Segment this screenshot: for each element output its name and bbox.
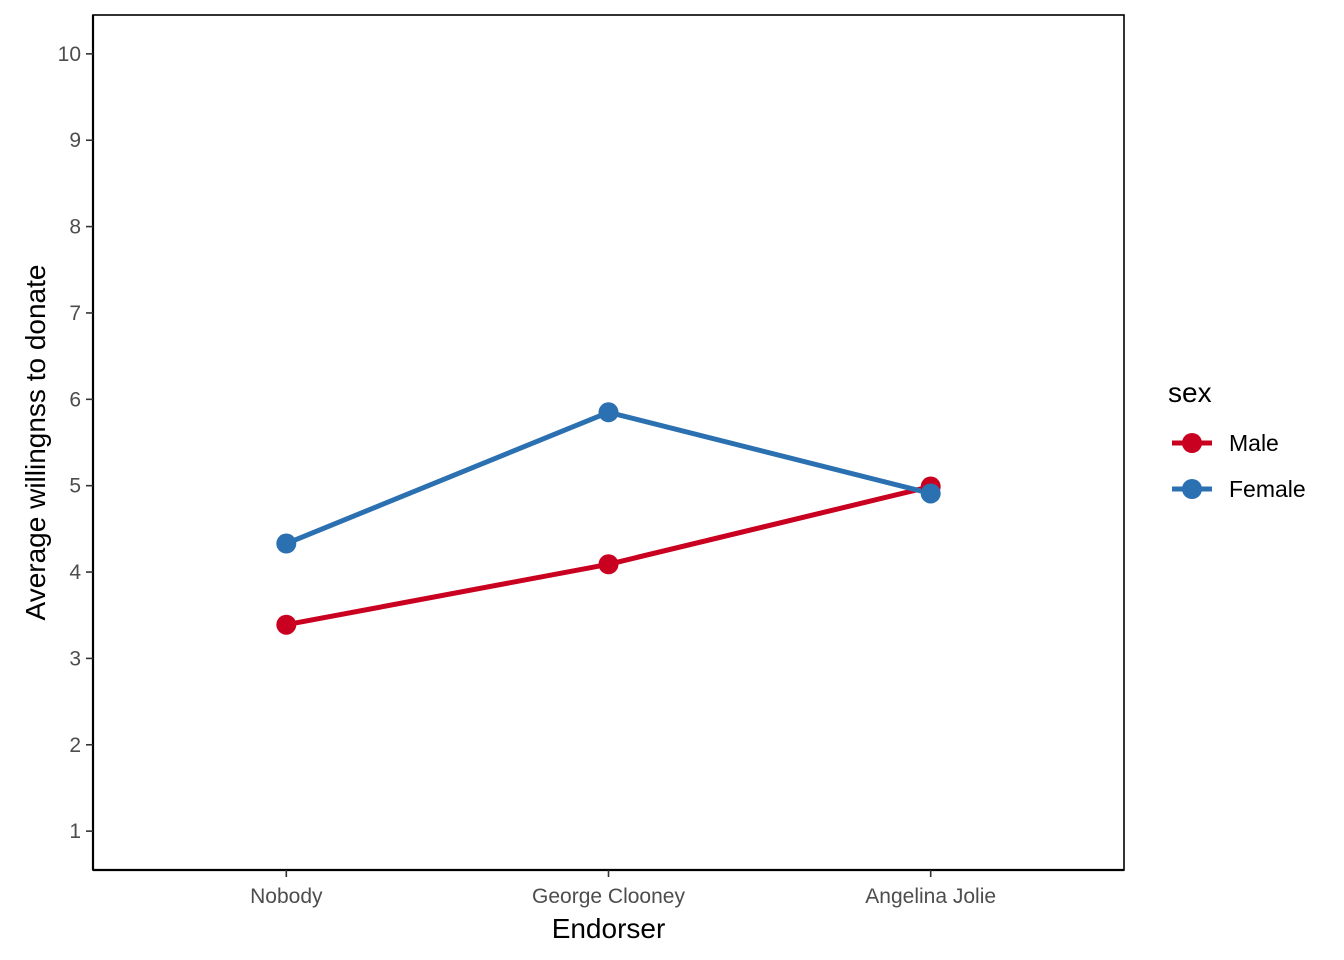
legend-title: sex xyxy=(1168,377,1212,408)
x-tick-label: George Clooney xyxy=(532,885,685,908)
data-point-female xyxy=(920,483,941,504)
x-axis: Nobody George Clooney Angelina Jolie xyxy=(93,868,1124,908)
y-tick-label: 4 xyxy=(69,561,81,584)
y-axis-title: Average willingnss to donate xyxy=(20,265,51,621)
x-tick-label: Angelina Jolie xyxy=(865,885,996,908)
y-axis: 1 2 3 4 5 6 7 8 9 10 xyxy=(58,15,95,870)
x-axis-title: Endorser xyxy=(552,913,666,944)
legend-label: Female xyxy=(1229,476,1306,502)
data-point-female xyxy=(276,533,297,554)
legend-item-male: Male xyxy=(1172,430,1279,456)
legend-key-point xyxy=(1182,433,1202,453)
data-point-male xyxy=(598,554,619,575)
y-tick-label: 5 xyxy=(69,475,81,498)
y-tick-label: 9 xyxy=(69,129,81,152)
data-point-male xyxy=(276,614,297,635)
plot-area xyxy=(92,14,1125,871)
legend-items: Male Female xyxy=(1172,430,1306,502)
legend-key-point xyxy=(1182,479,1202,499)
y-tick-label: 7 xyxy=(69,302,81,325)
legend-label: Male xyxy=(1229,430,1279,456)
plot-panel xyxy=(92,14,1125,871)
y-tick-label: 2 xyxy=(69,734,81,757)
legend-item-female: Female xyxy=(1172,476,1306,502)
legend: sex Male Female xyxy=(1168,377,1306,502)
y-tick-label: 6 xyxy=(69,388,81,411)
y-tick-label: 10 xyxy=(58,43,81,66)
y-tick-label: 1 xyxy=(69,820,81,843)
series-layer xyxy=(276,402,941,635)
y-tick-label: 3 xyxy=(69,647,81,670)
x-tick-label: Nobody xyxy=(250,885,323,908)
data-point-female xyxy=(598,402,619,423)
y-tick-label: 8 xyxy=(69,216,81,239)
